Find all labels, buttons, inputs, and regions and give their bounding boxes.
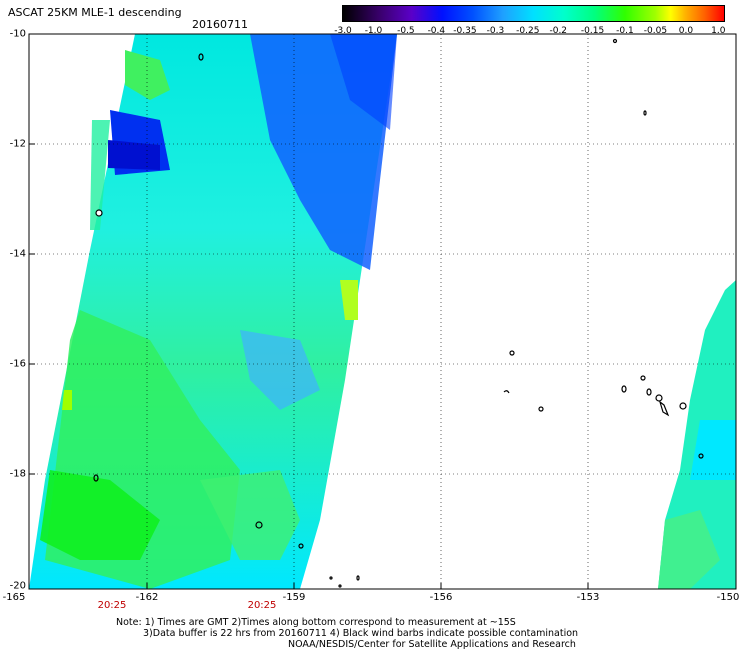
colorbar-label: -1.0 [364, 26, 383, 36]
colorbar-label: -0.4 [427, 26, 446, 36]
colorbar [342, 5, 725, 22]
colorbar-label: -0.5 [397, 26, 415, 36]
colorbar-label: -3.0 [334, 26, 352, 36]
note-line-1: Note: 1) Times are GMT 2)Times along bot… [116, 617, 516, 628]
time-label: 20:25 [97, 600, 127, 611]
colorbar-label: -0.2 [549, 26, 568, 36]
lon-label: -150 [716, 592, 740, 603]
note-line-2: 3)Data buffer is 22 hrs from 20160711 4)… [143, 628, 579, 639]
note-line-3: NOAA/NESDIS/Center for Satellite Applica… [288, 639, 576, 650]
lon-label: -162 [135, 592, 159, 603]
swath-right [658, 280, 736, 589]
island-outlines [93, 38, 704, 588]
colorbar-label: 0.0 [678, 26, 694, 36]
lon-label: -153 [576, 592, 600, 603]
time-label: 20:25 [247, 600, 277, 611]
colorbar-label: -0.15 [580, 26, 605, 36]
lon-label: -165 [2, 592, 26, 603]
lat-label: -20 [9, 580, 26, 592]
colorbar-label: 1.0 [711, 26, 726, 36]
colorbar-label: -0.1 [616, 26, 634, 36]
lat-label: -16 [9, 358, 26, 370]
lon-label: -159 [282, 592, 306, 603]
colorbar-label: -0.25 [516, 26, 540, 36]
lat-label: -14 [9, 248, 26, 260]
lat-label: -18 [9, 468, 26, 480]
map-title: ASCAT 25KM MLE-1 descending [8, 6, 182, 19]
map-date: 20160711 [192, 18, 248, 31]
colorbar-label: -0.35 [453, 26, 477, 36]
graticule [29, 34, 736, 589]
lat-label: -12 [9, 138, 26, 150]
colorbar-label: -0.05 [643, 26, 668, 36]
lon-label: -156 [429, 592, 453, 603]
colorbar-label: -0.3 [486, 26, 505, 36]
lat-label: -10 [9, 28, 26, 40]
